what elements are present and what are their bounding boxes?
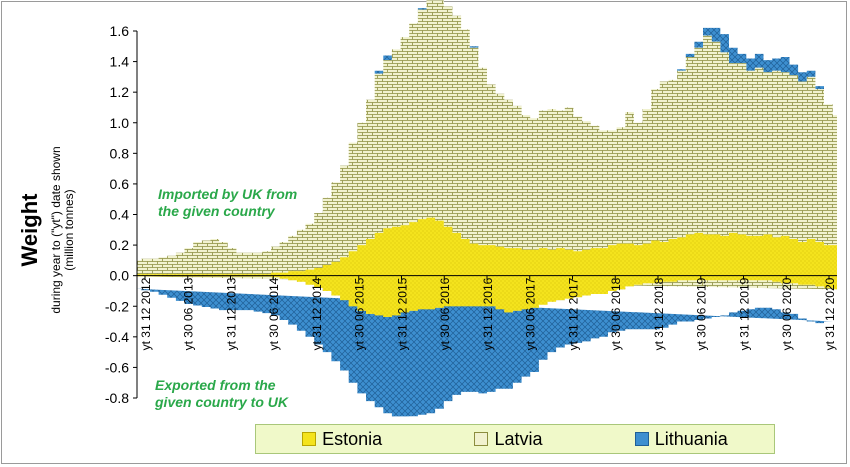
x-tick-label: yt 30 06 2019 — [695, 277, 709, 350]
y-tick-label: -0.8 — [105, 390, 129, 406]
y-tick-label: 0.4 — [110, 207, 130, 223]
estonia-exports-area — [137, 275, 837, 317]
legend-item-lithuania: Lithuania — [634, 428, 728, 450]
x-tick-label: yt 31 12 2013 — [225, 277, 239, 350]
y-tick-label: 0.8 — [110, 145, 130, 161]
x-tick-label: yt 31 12 2015 — [396, 277, 410, 350]
exports-annotation-line1: Exported from the — [155, 377, 276, 393]
x-tick-label: yt 30 06 2016 — [438, 277, 452, 350]
y-axis-subtitle-line1: during year to ("yt") date shown — [49, 146, 63, 314]
legend-swatch-latvia — [474, 432, 489, 446]
y-tick-label: 1.6 — [110, 23, 130, 39]
legend-label-latvia: Latvia — [494, 428, 543, 449]
x-tick-label: yt 30 06 2018 — [609, 277, 623, 350]
legend-item-estonia: Estonia — [302, 429, 382, 450]
x-tick-label: yt 31 12 2012 — [139, 277, 153, 350]
legend-label-estonia: Estonia — [322, 428, 383, 449]
legend: Estonia Latvia Lithuania — [255, 424, 775, 454]
exports-annotation-line2: given country to UK — [155, 394, 289, 410]
x-tick-label: yt 31 12 2018 — [652, 277, 666, 350]
legend-label-lithuania: Lithuania — [654, 428, 728, 449]
legend-item-latvia: Latvia — [474, 429, 542, 450]
latvia-imports-area — [137, 0, 837, 275]
imports-annotation-line1: Imported by UK from — [158, 186, 298, 202]
x-tick-label: yt 30 06 2015 — [353, 277, 367, 350]
y-axis-subtitle-line2: (million tonnes) — [62, 189, 76, 271]
estonia-imports-area — [137, 217, 837, 276]
x-tick-label: yt 30 06 2014 — [267, 277, 281, 350]
y-tick-label: 1.0 — [110, 115, 130, 131]
y-tick-label: -0.4 — [105, 329, 129, 345]
lithuania-exports-area — [137, 288, 833, 417]
y-axis-title: Weight — [17, 193, 42, 267]
imports-annotation: Imported by UK from the given country — [158, 186, 297, 220]
exports-annotation: Exported from the given country to UK — [155, 377, 288, 411]
y-tick-label: -0.6 — [105, 359, 129, 375]
y-tick-label: 0.6 — [110, 176, 130, 192]
x-tick-label: yt 31 12 2020 — [823, 277, 837, 350]
imports-annotation-line2: the given country — [158, 203, 275, 219]
y-tick-label: 0.2 — [110, 237, 130, 253]
x-tick-label: yt 30 06 2017 — [524, 277, 538, 350]
y-tick-label: -0.2 — [105, 298, 129, 314]
tick-layer: 1.6 1.4 1.2 1.0 0.8 0.6 0.4 0.2 0.0 -0.2 -0.4 -0.6 -… — [105, 23, 837, 406]
x-tick-label: yt 30 06 2013 — [182, 277, 196, 350]
x-tick-label: yt 31 12 2014 — [310, 277, 324, 350]
x-tick-label: yt 31 12 2016 — [481, 277, 495, 350]
y-tick-label: 1.2 — [110, 84, 130, 100]
x-tick-label: yt 31 12 2019 — [738, 277, 752, 350]
legend-swatch-lithuania — [634, 432, 649, 446]
y-tick-label: 1.4 — [110, 54, 130, 70]
y-tick-label: 0.0 — [110, 268, 130, 284]
x-tick-label: yt 30 06 2020 — [780, 277, 794, 350]
x-tick-label: yt 31 12 2017 — [567, 277, 581, 350]
legend-swatch-estonia — [302, 432, 317, 446]
area-layer — [137, 0, 837, 417]
